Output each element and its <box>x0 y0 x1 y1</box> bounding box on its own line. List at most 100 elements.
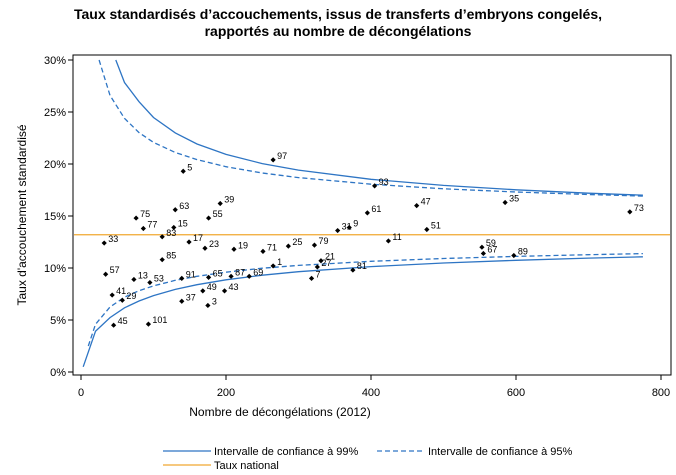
ci99-upper-curve <box>115 59 643 196</box>
data-point-49 <box>200 288 206 294</box>
data-point-75 <box>133 215 139 221</box>
data-point-label: 93 <box>379 177 389 187</box>
legend-ci95-label: Intervalle de confiance à 95% <box>428 446 573 458</box>
data-point-81 <box>350 267 356 273</box>
data-point-77 <box>140 225 146 232</box>
ci95-lower-curve <box>87 252 643 347</box>
data-point-label: 65 <box>213 268 223 278</box>
data-point-label: 25 <box>292 237 302 247</box>
data-point-71 <box>260 248 266 254</box>
data-point-label: 47 <box>421 197 431 207</box>
data-point-83 <box>159 234 165 240</box>
data-point-33 <box>101 240 107 246</box>
data-point-11 <box>385 238 391 244</box>
data-point-69 <box>246 273 252 279</box>
data-point-15 <box>171 224 177 231</box>
data-point-85 <box>159 257 165 263</box>
data-point-label: 21 <box>325 252 335 262</box>
data-point-21 <box>318 258 324 264</box>
data-point-67 <box>480 250 486 257</box>
data-point-31 <box>335 227 341 234</box>
data-point-87 <box>228 273 234 279</box>
data-point-label: 59 <box>486 238 496 248</box>
data-point-label: 63 <box>179 201 189 211</box>
data-point-19 <box>231 246 237 252</box>
data-point-51 <box>424 226 430 233</box>
data-point-65 <box>206 274 212 280</box>
data-point-label: 45 <box>118 316 128 326</box>
data-point-55 <box>206 215 212 221</box>
data-point-label: 57 <box>110 265 120 275</box>
data-point-label: 17 <box>193 233 203 243</box>
data-point-25 <box>285 243 291 249</box>
x-tick-label: 0 <box>78 387 84 399</box>
data-point-91 <box>179 275 185 281</box>
y-tick-label: 20% <box>44 159 66 171</box>
y-tick-label: 5% <box>50 315 66 327</box>
chart-subtitle: rapportés au nombre de décongélations <box>204 23 472 39</box>
data-point-63 <box>172 207 178 213</box>
y-tick-label: 10% <box>44 263 66 275</box>
data-point-79 <box>311 242 318 248</box>
data-point-23 <box>202 245 208 251</box>
legend: Intervalle de confiance à 99% Intervalle… <box>163 446 573 472</box>
data-point-3 <box>205 302 211 309</box>
data-point-label: 27 <box>321 258 331 268</box>
plot-frame <box>72 54 672 376</box>
data-point-label: 87 <box>235 267 245 277</box>
data-point-89 <box>511 252 517 259</box>
data-point-label: 51 <box>431 221 441 231</box>
data-point-37 <box>179 298 185 304</box>
data-point-label: 9 <box>353 218 358 228</box>
data-point-73 <box>627 209 633 215</box>
data-point-97 <box>270 157 276 163</box>
data-point-47 <box>414 203 420 209</box>
data-point-label: 89 <box>518 247 528 257</box>
data-point-label: 91 <box>186 269 196 279</box>
data-point-101 <box>145 321 152 327</box>
data-point-label: 69 <box>253 267 263 277</box>
data-point-label: 55 <box>213 209 223 219</box>
y-axis-label: Taux d'accouchement standardisé <box>15 124 29 305</box>
data-point-5 <box>180 168 186 174</box>
data-point-label: 77 <box>147 219 157 229</box>
data-point-7 <box>308 275 315 281</box>
data-point-57 <box>103 271 109 277</box>
legend-ci99-label: Intervalle de confiance à 99% <box>214 446 359 458</box>
data-point-label: 49 <box>207 282 217 292</box>
data-point-label: 61 <box>371 204 381 214</box>
data-point-label: 37 <box>186 292 196 302</box>
data-point-label: 33 <box>108 234 118 244</box>
data-point-label: 29 <box>126 291 136 301</box>
y-tick-label: 15% <box>44 211 66 223</box>
data-point-label: 41 <box>116 286 126 296</box>
data-point-41 <box>109 292 115 298</box>
data-point-27 <box>314 264 320 270</box>
data-point-label: 71 <box>267 242 277 252</box>
x-tick-label: 400 <box>362 387 380 399</box>
data-point-9 <box>346 224 352 231</box>
data-point-label: 53 <box>154 274 164 284</box>
data-point-label: 31 <box>342 222 352 232</box>
data-point-35 <box>502 199 508 206</box>
data-point-label: 19 <box>238 240 248 250</box>
data-point-label: 3 <box>212 296 217 306</box>
data-point-label: 5 <box>187 162 192 172</box>
x-tick-label: 600 <box>507 387 525 399</box>
y-axis: 0% 5% 10% 15% 20% 25% 30% <box>44 55 73 379</box>
data-point-label: 13 <box>138 270 148 280</box>
data-point-39 <box>217 200 223 207</box>
y-tick-label: 30% <box>44 55 66 67</box>
x-axis-label: Nombre de décongélations (2012) <box>189 405 370 419</box>
data-point-59 <box>479 244 485 250</box>
data-point-53 <box>147 279 153 286</box>
data-point-label: 101 <box>152 315 167 325</box>
ci95-upper-curve <box>98 59 643 197</box>
legend-national-label: Taux national <box>214 460 279 472</box>
x-tick-label: 800 <box>652 387 670 399</box>
data-point-93 <box>372 183 378 189</box>
data-point-label: 1 <box>277 257 282 267</box>
chart-title: Taux standardisés d’accouchements, issus… <box>73 6 603 22</box>
